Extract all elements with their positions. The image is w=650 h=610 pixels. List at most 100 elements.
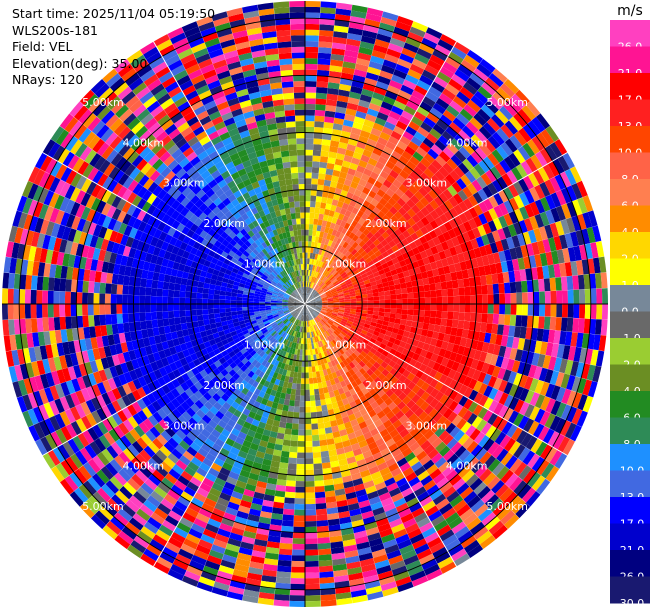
velocity-gate xyxy=(539,211,550,227)
velocity-gate xyxy=(590,304,597,320)
velocity-gate xyxy=(363,279,371,285)
velocity-gate xyxy=(286,480,296,487)
velocity-gate xyxy=(308,308,312,314)
velocity-gate xyxy=(559,262,567,277)
velocity-gate xyxy=(344,250,351,258)
velocity-gate xyxy=(391,105,404,116)
velocity-gate xyxy=(464,295,471,304)
velocity-gate xyxy=(483,385,494,398)
velocity-gate xyxy=(494,109,509,125)
velocity-gate xyxy=(184,304,191,311)
velocity-gate xyxy=(382,146,394,156)
velocity-gate xyxy=(465,424,477,437)
velocity-gate xyxy=(459,304,466,313)
velocity-gate xyxy=(370,127,382,137)
velocity-gate xyxy=(466,154,479,168)
velocity-gate xyxy=(488,520,504,535)
velocity-gate xyxy=(319,161,328,169)
velocity-gate xyxy=(339,171,348,179)
velocity-gate xyxy=(390,269,398,276)
velocity-gate xyxy=(332,293,339,297)
velocity-gate xyxy=(318,280,323,287)
velocity-gate xyxy=(432,49,448,62)
velocity-gate xyxy=(327,274,334,280)
velocity-gate xyxy=(327,328,334,334)
velocity-gate xyxy=(362,300,368,304)
velocity-gate xyxy=(420,157,432,168)
velocity-gate xyxy=(497,228,507,241)
velocity-gate xyxy=(381,349,390,357)
velocity-gate xyxy=(525,157,538,173)
velocity-gate xyxy=(426,568,443,581)
velocity-gate xyxy=(305,1,321,8)
velocity-gate xyxy=(398,216,408,225)
velocity-gate xyxy=(332,311,339,315)
velocity-gate xyxy=(449,246,458,257)
velocity-gate xyxy=(526,280,534,293)
velocity-gate xyxy=(389,312,396,319)
velocity-gate xyxy=(475,360,485,372)
velocity-gate xyxy=(420,216,430,227)
velocity-gate xyxy=(357,52,372,61)
velocity-gate xyxy=(317,64,330,71)
velocity-gate xyxy=(385,227,394,236)
velocity-gate xyxy=(488,400,499,413)
velocity-gate xyxy=(346,283,354,288)
velocity-gate xyxy=(382,192,392,202)
velocity-gate xyxy=(395,438,406,448)
velocity-gate xyxy=(600,319,608,336)
velocity-gate xyxy=(433,76,449,89)
velocity-gate xyxy=(93,304,100,316)
velocity-gate xyxy=(337,213,345,221)
velocity-gate xyxy=(366,231,374,240)
velocity-gate xyxy=(360,35,376,45)
velocity-gate xyxy=(539,182,551,197)
velocity-gate xyxy=(346,395,355,404)
velocity-gate xyxy=(305,46,319,53)
velocity-gate xyxy=(392,433,403,443)
velocity-gate xyxy=(536,353,546,368)
velocity-gate xyxy=(291,383,297,390)
velocity-gate xyxy=(457,278,465,288)
velocity-gate xyxy=(350,248,358,256)
velocity-gate xyxy=(156,311,163,320)
velocity-gate xyxy=(465,473,479,487)
velocity-gate xyxy=(311,178,319,185)
velocity-gate xyxy=(446,453,459,466)
velocity-gate xyxy=(478,265,486,277)
velocity-gate xyxy=(374,38,390,49)
velocity-gate xyxy=(393,396,403,406)
velocity-gate xyxy=(555,387,566,403)
velocity-gate xyxy=(315,323,320,330)
velocity-gate xyxy=(485,274,493,285)
velocity-gate xyxy=(507,183,519,198)
velocity-gate xyxy=(556,344,565,359)
velocity-gate xyxy=(418,42,435,55)
velocity-gate xyxy=(411,280,418,287)
velocity-gate xyxy=(305,98,316,105)
velocity-gate xyxy=(462,186,473,199)
velocity-gate xyxy=(334,19,350,28)
velocity-gate xyxy=(339,305,345,309)
velocity-gate xyxy=(315,297,322,300)
velocity-gate xyxy=(190,298,197,304)
velocity-gate xyxy=(398,224,407,234)
velocity-gate xyxy=(399,340,407,349)
velocity-gate xyxy=(539,148,553,164)
velocity-gate xyxy=(318,334,324,341)
velocity-gate xyxy=(502,271,510,283)
velocity-gate xyxy=(570,261,578,276)
velocity-gate xyxy=(482,409,494,423)
velocity-gate xyxy=(363,168,373,177)
velocity-gate xyxy=(305,555,319,562)
velocity-gate xyxy=(316,299,322,302)
velocity-gate xyxy=(428,189,439,200)
velocity-gate xyxy=(441,289,448,297)
velocity-gate xyxy=(310,305,317,307)
velocity-gate xyxy=(277,559,292,567)
velocity-gate xyxy=(529,378,539,392)
velocity-gate xyxy=(343,222,351,230)
velocity-gate xyxy=(424,223,434,233)
velocity-gate xyxy=(341,248,349,256)
velocity-gate xyxy=(305,446,313,453)
